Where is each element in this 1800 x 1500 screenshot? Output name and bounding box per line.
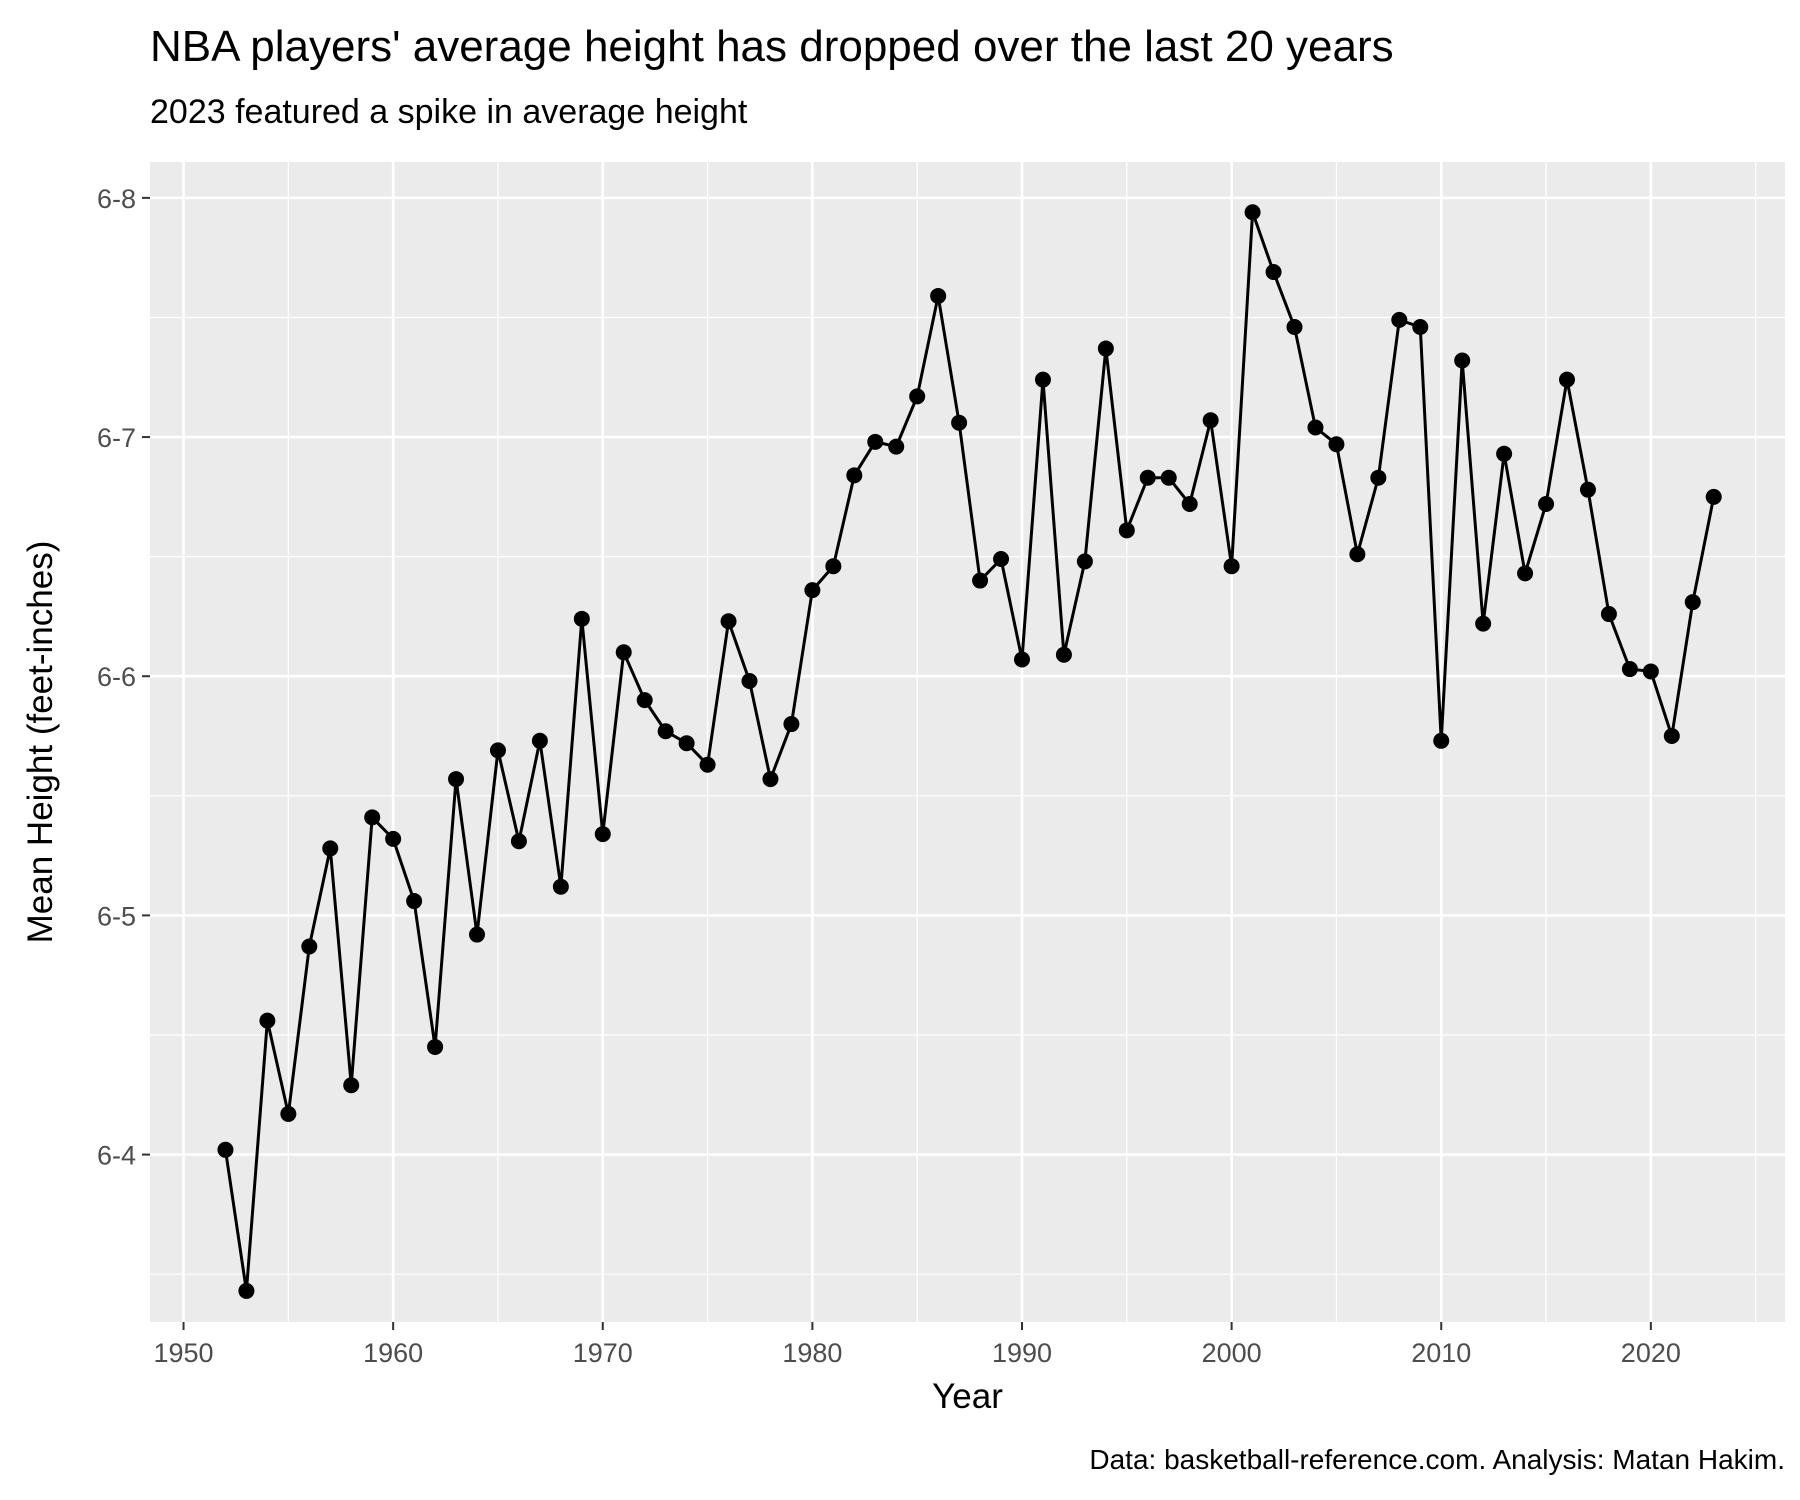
data-point xyxy=(1307,419,1324,436)
data-point xyxy=(238,1282,255,1299)
data-point xyxy=(720,613,737,630)
data-point xyxy=(385,830,402,847)
data-point xyxy=(469,926,485,943)
data-point xyxy=(364,809,381,826)
data-point xyxy=(1705,488,1722,505)
x-tick-label: 2000 xyxy=(1202,1338,1262,1368)
data-point xyxy=(678,735,695,752)
x-tick-label: 1980 xyxy=(782,1338,842,1368)
data-point xyxy=(1244,204,1261,221)
chart-subtitle: 2023 featured a spike in average height xyxy=(150,93,748,131)
data-point xyxy=(1642,663,1659,680)
data-point xyxy=(1139,469,1156,486)
data-point xyxy=(1328,436,1345,453)
x-tick-label: 1950 xyxy=(153,1338,213,1368)
y-axis-title: Mean Height (feet-inches) xyxy=(21,541,60,944)
grid-minor xyxy=(150,162,1785,1322)
data-point xyxy=(406,893,423,910)
data-point xyxy=(1034,371,1051,388)
y-tick-label: 6-8 xyxy=(97,184,136,214)
data-point xyxy=(804,582,821,599)
data-point xyxy=(322,840,339,857)
data-point xyxy=(1454,352,1471,369)
data-point xyxy=(1349,546,1366,563)
data-point xyxy=(1412,319,1429,336)
data-point xyxy=(1014,651,1030,668)
y-tick-label: 6-6 xyxy=(97,662,136,692)
data-point xyxy=(301,938,318,955)
x-tick-labels: 1950 1960 1970 1980 1990 2000 2010 2020 xyxy=(153,1338,1680,1368)
data-point xyxy=(825,558,842,575)
data-point xyxy=(552,878,569,895)
data-point xyxy=(1265,264,1282,281)
data-point xyxy=(762,771,779,788)
data-point xyxy=(1118,522,1135,539)
data-points xyxy=(217,204,1722,1299)
data-point xyxy=(615,644,632,661)
data-point xyxy=(930,287,947,304)
series-line xyxy=(223,210,1716,1293)
data-point xyxy=(1475,615,1492,632)
data-point xyxy=(636,692,653,709)
x-axis-title: Year xyxy=(932,1377,1003,1416)
data-point xyxy=(1579,481,1596,498)
data-point xyxy=(280,1105,297,1122)
axis-ticks xyxy=(142,196,1652,1330)
data-point xyxy=(1076,553,1093,570)
data-point xyxy=(1600,606,1617,623)
data-point xyxy=(867,433,884,450)
y-tick-label: 6-5 xyxy=(97,901,136,931)
data-point xyxy=(972,572,989,589)
data-point xyxy=(448,771,465,788)
data-point xyxy=(1160,469,1177,486)
data-point xyxy=(699,756,716,773)
data-point xyxy=(531,732,548,749)
chart-title: NBA players' average height has dropped … xyxy=(150,22,1394,71)
data-point xyxy=(427,1038,444,1055)
data-point xyxy=(1202,412,1219,429)
data-point xyxy=(657,723,674,740)
data-point xyxy=(1097,340,1114,357)
data-point xyxy=(259,1012,276,1029)
data-point xyxy=(573,610,590,627)
data-point xyxy=(1286,319,1303,336)
data-point xyxy=(1684,594,1701,611)
data-point xyxy=(783,716,800,733)
y-tick-labels: 6-4 6-5 6-6 6-7 6-8 xyxy=(97,184,136,1171)
x-tick-label: 1990 xyxy=(992,1338,1052,1368)
y-tick-label: 6-4 xyxy=(97,1141,136,1171)
data-point xyxy=(1391,311,1408,328)
grid-major xyxy=(150,162,1785,1322)
x-tick-label: 2020 xyxy=(1621,1338,1681,1368)
data-point xyxy=(951,414,968,431)
data-point xyxy=(1223,558,1240,575)
data-point xyxy=(909,388,926,405)
data-point xyxy=(1517,565,1534,582)
data-point xyxy=(343,1077,360,1094)
data-point xyxy=(1370,469,1387,486)
x-tick-label: 2010 xyxy=(1411,1338,1471,1368)
data-point xyxy=(510,833,527,850)
x-tick-label: 1960 xyxy=(363,1338,423,1368)
data-point xyxy=(1055,646,1072,663)
data-point xyxy=(1496,445,1513,462)
data-point xyxy=(1433,732,1450,749)
data-point xyxy=(1621,661,1638,678)
data-point xyxy=(217,1141,234,1158)
chart-caption: Data: basketball-reference.com. Analysis… xyxy=(1089,1444,1785,1475)
data-point xyxy=(1538,496,1555,513)
data-point xyxy=(846,467,863,484)
data-point xyxy=(993,551,1010,568)
plot-panel xyxy=(150,162,1785,1322)
data-point xyxy=(594,826,611,843)
data-point xyxy=(741,673,758,690)
data-point xyxy=(888,438,905,455)
y-tick-label: 6-7 xyxy=(97,423,136,453)
x-tick-label: 1970 xyxy=(573,1338,633,1368)
data-point xyxy=(1181,496,1198,513)
data-point xyxy=(1559,371,1575,388)
data-point xyxy=(1663,728,1680,745)
data-point xyxy=(489,742,506,759)
